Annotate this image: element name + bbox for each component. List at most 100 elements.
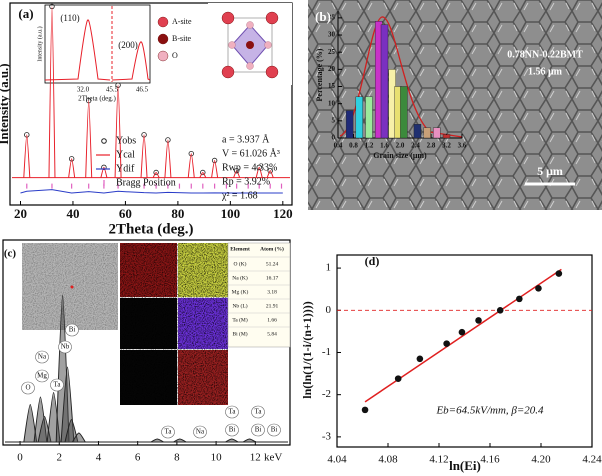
y-tick-label: 30 <box>328 31 336 39</box>
peak <box>23 134 31 178</box>
inset-peak <box>44 19 111 81</box>
obs-marker <box>153 169 159 176</box>
element-badge <box>58 340 72 354</box>
peak <box>64 418 79 443</box>
peak <box>173 438 187 443</box>
x-tick-label: 0.4 <box>334 142 343 150</box>
panel-label: (b) <box>315 9 331 24</box>
x-tick-label: 12 <box>250 452 261 464</box>
obs-marker <box>24 132 30 138</box>
element-label: O <box>25 384 30 392</box>
sem-texture <box>22 243 118 330</box>
point <box>458 328 466 336</box>
legend-label: Ycal <box>116 149 135 160</box>
obs-marker <box>256 164 262 171</box>
legend-label: Yobs <box>116 135 136 146</box>
y-tick-label: 35 <box>328 13 336 21</box>
peak <box>211 159 219 178</box>
table-header: Atom (%) <box>260 245 284 252</box>
x-axis-label: keV <box>264 452 282 464</box>
point <box>475 317 482 324</box>
site-symbol <box>157 33 169 45</box>
element-label: Na <box>196 428 205 436</box>
element-label: Ta <box>165 428 173 436</box>
x-tick-label: 4.20 <box>531 454 551 466</box>
element-badge <box>225 423 239 437</box>
bar <box>442 134 451 139</box>
element-badge <box>21 381 35 395</box>
element-badge <box>50 378 64 392</box>
panel-label: (d) <box>365 254 380 268</box>
y-axis-label: Intensity (a.u.) <box>0 63 11 144</box>
table-cell: 21.91 <box>266 303 279 309</box>
point <box>535 285 542 292</box>
point <box>555 270 563 277</box>
element-badge <box>267 423 281 437</box>
element-badge <box>161 425 175 439</box>
site-symbol <box>157 16 169 28</box>
o-atom <box>228 41 236 49</box>
y-tick-label: -3 <box>322 430 332 442</box>
eds-table <box>227 242 291 348</box>
annotation: 1.56 μm <box>528 66 563 77</box>
obs-marker <box>200 169 206 176</box>
b-site-atom <box>246 41 254 49</box>
sem-image <box>308 0 602 210</box>
probe-spot <box>70 285 74 289</box>
fit-parameter: a = 3.937 Å <box>222 133 270 145</box>
obs-marker <box>85 97 92 104</box>
bar <box>345 110 354 139</box>
inset-y-label: Intensity (a.u.) <box>36 26 43 61</box>
element-badge <box>193 425 207 439</box>
y-tick-label: 10 <box>328 99 336 107</box>
panel-label: (a) <box>18 6 33 21</box>
point <box>394 375 402 382</box>
element-badge <box>225 405 239 419</box>
bar <box>380 24 389 139</box>
element-badge <box>35 369 49 383</box>
x-tick-label: 4.16 <box>480 454 500 466</box>
element-badge <box>251 423 265 437</box>
y-axis-label: Percentage (%) <box>315 48 324 101</box>
frame-a <box>9 2 293 206</box>
legend-label: Bragg Position <box>116 177 176 188</box>
peak <box>48 5 56 178</box>
y-tick-label: -1 <box>322 346 331 358</box>
element-label: Na <box>38 353 47 361</box>
x-tick-label: 8 <box>174 452 180 464</box>
x-tick-label: 6 <box>135 452 141 464</box>
x-tick-label: 1.2 <box>365 142 374 150</box>
x-axis-label: 2Theta (deg.) <box>109 221 194 237</box>
table-cell: Bi (M) <box>232 330 247 337</box>
bar <box>355 96 364 139</box>
bar <box>400 86 408 139</box>
obs-marker <box>68 156 75 162</box>
peak <box>242 438 257 443</box>
peak <box>140 134 148 178</box>
point <box>361 406 369 414</box>
table-cell: Na (K) <box>232 274 248 281</box>
o-atom <box>264 41 272 49</box>
table-cell: 16.17 <box>266 275 279 281</box>
obs-marker <box>233 168 240 174</box>
x-tick-label: 3.2 <box>442 142 451 150</box>
obs-marker <box>165 137 171 143</box>
table-cell: 5.84 <box>267 331 277 337</box>
fit-line <box>364 268 562 403</box>
inset-x-label: 2Theta (deg.) <box>78 95 116 103</box>
peak <box>150 438 164 443</box>
peak <box>100 166 108 178</box>
point <box>496 306 504 314</box>
y-tick-label: 5 <box>332 116 336 124</box>
obs-marker <box>188 150 194 157</box>
point <box>416 355 424 363</box>
obs-marker <box>141 132 147 138</box>
peak <box>72 432 86 443</box>
x-tick-label: 120 <box>273 206 293 221</box>
peak <box>68 158 76 178</box>
fit-parameter: Rwp = 4.33% <box>222 162 277 173</box>
fit-parameter: χ² = 1.68 <box>221 190 258 201</box>
element-label: Ta <box>54 381 62 389</box>
o-atom <box>246 62 254 70</box>
